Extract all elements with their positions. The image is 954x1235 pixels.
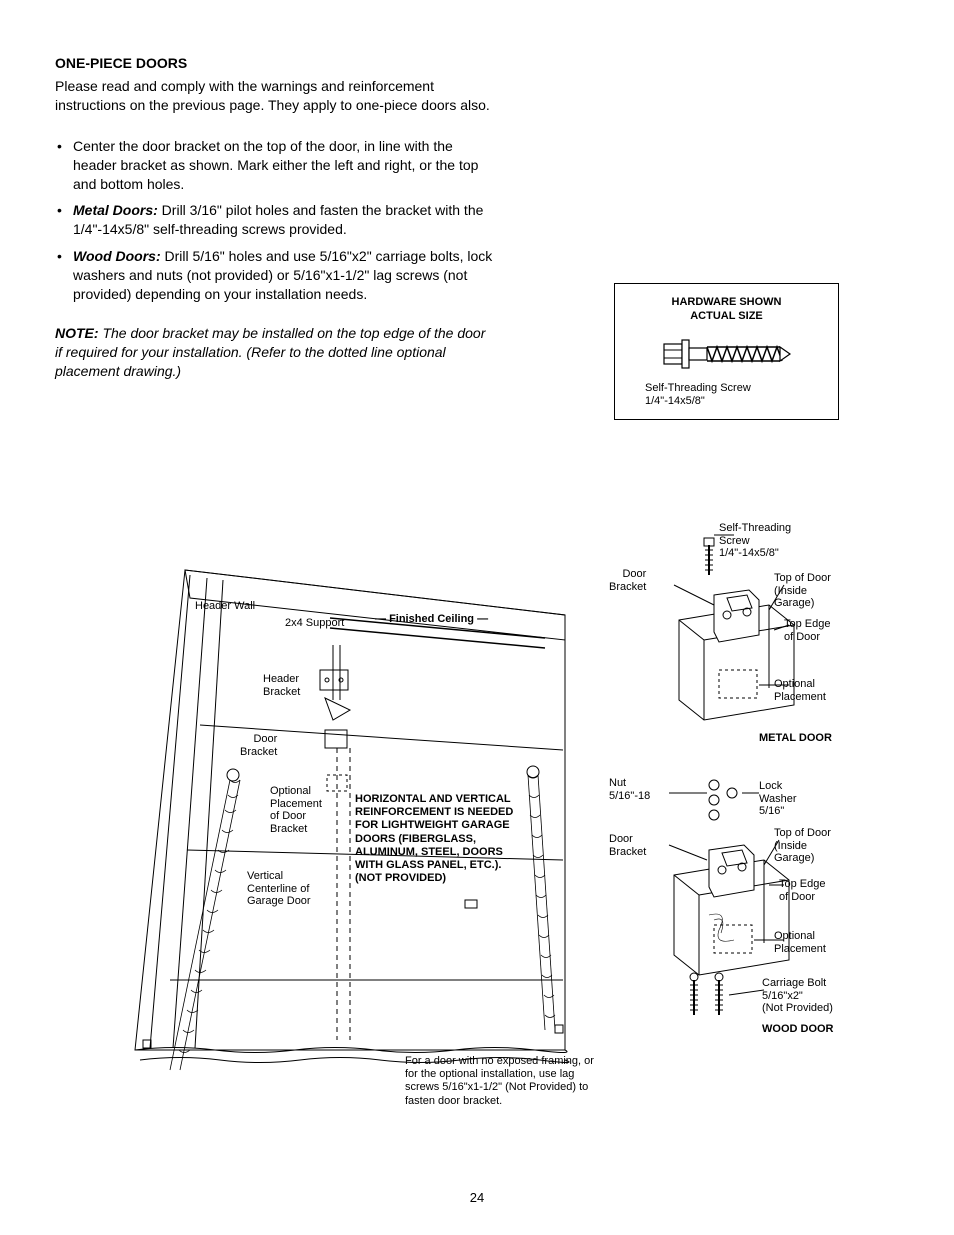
label-self-threading-screw: Self-Threading Screw 1/4"-14x5/8" [719,522,791,560]
label-nut: Nut 5/16"-18 [609,777,650,802]
step-item: Metal Doors: Drill 3/16" pilot holes and… [55,201,495,239]
label-metal-door-title: METAL DOOR [759,732,832,745]
label-finished-ceiling: — Finished Ceiling — [375,613,488,626]
main-diagram: Header Wall 2x4 Support — Finished Ceili… [115,550,585,1090]
label-door-bracket: Door Bracket [609,833,646,858]
step-label: Metal Doors: [73,202,158,218]
label-optional-placement: Optional Placement of Door Bracket [270,785,322,836]
label-2x4-support: 2x4 Support [285,617,344,630]
label-optional-placement: Optional Placement [774,678,826,703]
section-heading: ONE-PIECE DOORS [55,55,899,71]
hardware-title: HARDWARE SHOWNACTUAL SIZE [625,296,828,324]
hardware-box: HARDWARE SHOWNACTUAL SIZE Self-Threading… [614,283,839,420]
page-number: 24 [0,1190,954,1205]
label-top-of-door: Top of Door (Inside Garage) [774,572,831,610]
step-item: Wood Doors: Drill 5/16" holes and use 5/… [55,247,495,304]
note-label: NOTE: [55,325,99,341]
step-list: Center the door bracket on the top of th… [55,137,495,304]
hardware-caption: Self-Threading Screw1/4"-14x5/8" [625,382,828,410]
label-carriage-bolt: Carriage Bolt 5/16"x2" (Not Provided) [762,977,833,1015]
label-vertical-centerline: Vertical Centerline of Garage Door [247,870,311,908]
intro-paragraph: Please read and comply with the warnings… [55,77,495,115]
note-text: The door bracket may be installed on the… [55,325,485,379]
label-top-edge: Top Edge of Door [779,878,825,903]
label-door-bracket: Door Bracket [240,733,277,758]
label-lock-washer: Lock Washer 5/16" [759,780,797,818]
label-footnote: For a door with no exposed framing, or f… [405,1055,605,1108]
label-header-bracket: Header Bracket [263,673,300,698]
label-optional-placement: Optional Placement [774,930,826,955]
label-top-edge: Top Edge of Door [784,618,830,643]
label-top-of-door: Top of Door (Inside Garage) [774,827,831,865]
wood-door-diagram: Nut 5/16"-18 Lock Washer 5/16" Door Brac… [619,765,839,1035]
metal-door-diagram: Door Bracket Self-Threading Screw 1/4"-1… [619,520,839,750]
note-paragraph: NOTE: The door bracket may be installed … [55,324,495,381]
diagram-area: Header Wall 2x4 Support — Finished Ceili… [55,510,899,1090]
step-item: Center the door bracket on the top of th… [55,137,495,194]
label-reinforcement: HORIZONTAL AND VERTICAL REINFORCEMENT IS… [355,793,525,885]
label-header-wall: Header Wall [195,600,255,613]
label-wood-door-title: WOOD DOOR [762,1023,834,1036]
label-door-bracket: Door Bracket [609,568,646,593]
screw-illustration [662,334,792,374]
step-label: Wood Doors: [73,248,161,264]
